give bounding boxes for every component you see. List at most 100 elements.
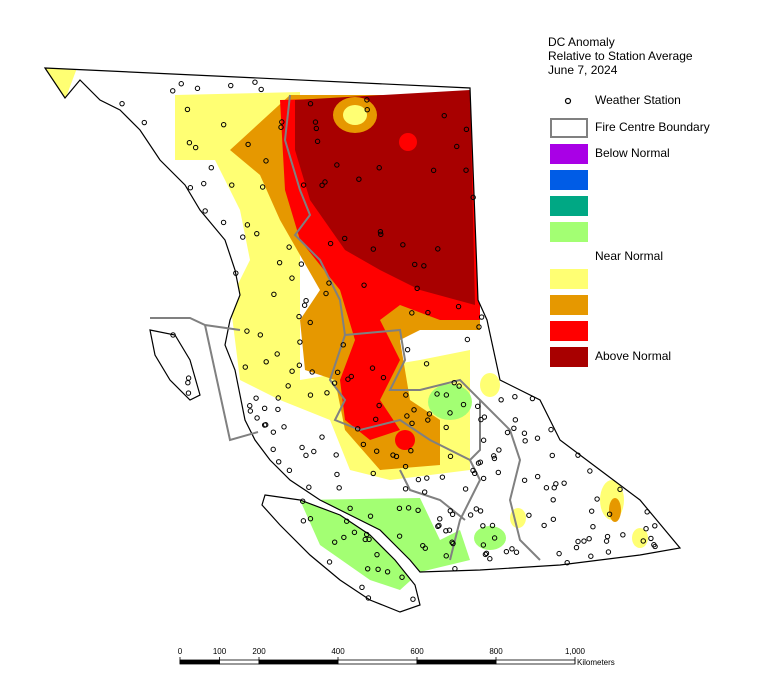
weather-station xyxy=(425,309,431,316)
weather-station xyxy=(261,422,268,428)
weather-station xyxy=(434,391,440,397)
weather-station xyxy=(331,539,338,545)
weather-station xyxy=(476,324,482,330)
weather-station xyxy=(298,261,305,267)
weather-station xyxy=(367,513,374,519)
weather-station xyxy=(443,392,450,398)
weather-station xyxy=(170,332,176,338)
weather-station xyxy=(575,538,581,545)
weather-station xyxy=(606,511,613,517)
weather-station xyxy=(263,158,269,164)
weather-station xyxy=(323,290,329,297)
weather-station xyxy=(411,407,417,413)
weather-station xyxy=(376,165,382,171)
weather-station xyxy=(400,242,406,248)
weather-stations xyxy=(119,79,658,602)
weather-station xyxy=(412,261,418,268)
weather-station xyxy=(240,234,246,240)
weather-station xyxy=(480,542,487,548)
weather-station xyxy=(311,448,317,455)
weather-station xyxy=(460,401,467,408)
weather-station xyxy=(464,336,471,343)
weather-station xyxy=(296,313,302,320)
weather-station xyxy=(300,182,307,188)
weather-station xyxy=(334,162,340,168)
legend-station-symbol xyxy=(564,97,572,105)
weather-station xyxy=(426,411,433,417)
weather-station xyxy=(322,179,328,185)
legend-label: Near Normal xyxy=(595,249,663,263)
weather-station xyxy=(556,550,562,557)
weather-station xyxy=(366,536,372,543)
weather-station xyxy=(441,112,447,119)
legend-swatch xyxy=(550,222,588,242)
weather-station xyxy=(299,498,306,504)
legend-swatch xyxy=(550,247,588,267)
weather-station xyxy=(313,125,320,132)
weather-station xyxy=(452,566,458,572)
weather-station xyxy=(551,485,557,491)
weather-station xyxy=(178,81,184,87)
weather-station xyxy=(512,417,519,423)
weather-station xyxy=(244,328,250,334)
weather-station xyxy=(261,405,268,412)
weather-station xyxy=(390,452,396,458)
weather-station xyxy=(276,259,283,266)
weather-station xyxy=(421,263,427,269)
weather-station xyxy=(437,516,443,522)
weather-station xyxy=(620,532,626,538)
weather-station xyxy=(281,424,287,430)
scale-segment xyxy=(179,659,220,665)
scale-segment xyxy=(495,659,576,665)
weather-station xyxy=(425,417,431,423)
weather-station xyxy=(503,548,510,555)
legend-label: Fire Centre Boundary xyxy=(595,120,710,134)
weather-station xyxy=(270,429,277,435)
weather-station xyxy=(289,275,295,281)
weather-station xyxy=(296,362,303,368)
weather-station xyxy=(331,380,338,386)
weather-station xyxy=(220,219,227,226)
scale-label: 1,000 xyxy=(565,647,586,656)
weather-station xyxy=(404,413,410,419)
weather-station xyxy=(455,303,462,310)
weather-station xyxy=(334,369,341,376)
weather-station xyxy=(370,470,376,477)
weather-station xyxy=(361,282,367,288)
scale-segment xyxy=(337,659,418,665)
scale-unit: Kilometers xyxy=(577,658,615,667)
scale-label: 600 xyxy=(410,647,424,656)
weather-station xyxy=(307,319,313,326)
weather-station xyxy=(454,143,460,150)
weather-station xyxy=(424,475,430,481)
weather-station xyxy=(359,584,365,591)
weather-station xyxy=(312,119,319,125)
weather-station xyxy=(334,471,340,478)
weather-station xyxy=(396,505,403,512)
fire-centre-boundary xyxy=(150,94,541,561)
weather-station xyxy=(534,473,541,480)
weather-station xyxy=(534,435,541,441)
weather-station xyxy=(244,222,251,228)
coastline xyxy=(43,67,682,613)
weather-station xyxy=(192,144,199,151)
weather-station xyxy=(587,468,593,474)
weather-station xyxy=(550,516,557,522)
weather-station xyxy=(363,531,370,538)
weather-station xyxy=(573,544,580,551)
weather-station xyxy=(467,512,474,518)
weather-station xyxy=(289,368,295,374)
weather-station xyxy=(581,538,587,544)
weather-station xyxy=(319,182,325,188)
weather-station xyxy=(275,406,281,413)
weather-station xyxy=(586,535,592,542)
weather-station xyxy=(512,394,518,400)
scale-bar: 0 100 200 400 600 800 1,000 Kilometers xyxy=(178,647,615,667)
weather-station xyxy=(309,369,315,375)
weather-station xyxy=(384,569,391,575)
weather-station xyxy=(543,485,550,491)
weather-station xyxy=(380,374,387,381)
weather-station xyxy=(373,416,379,423)
